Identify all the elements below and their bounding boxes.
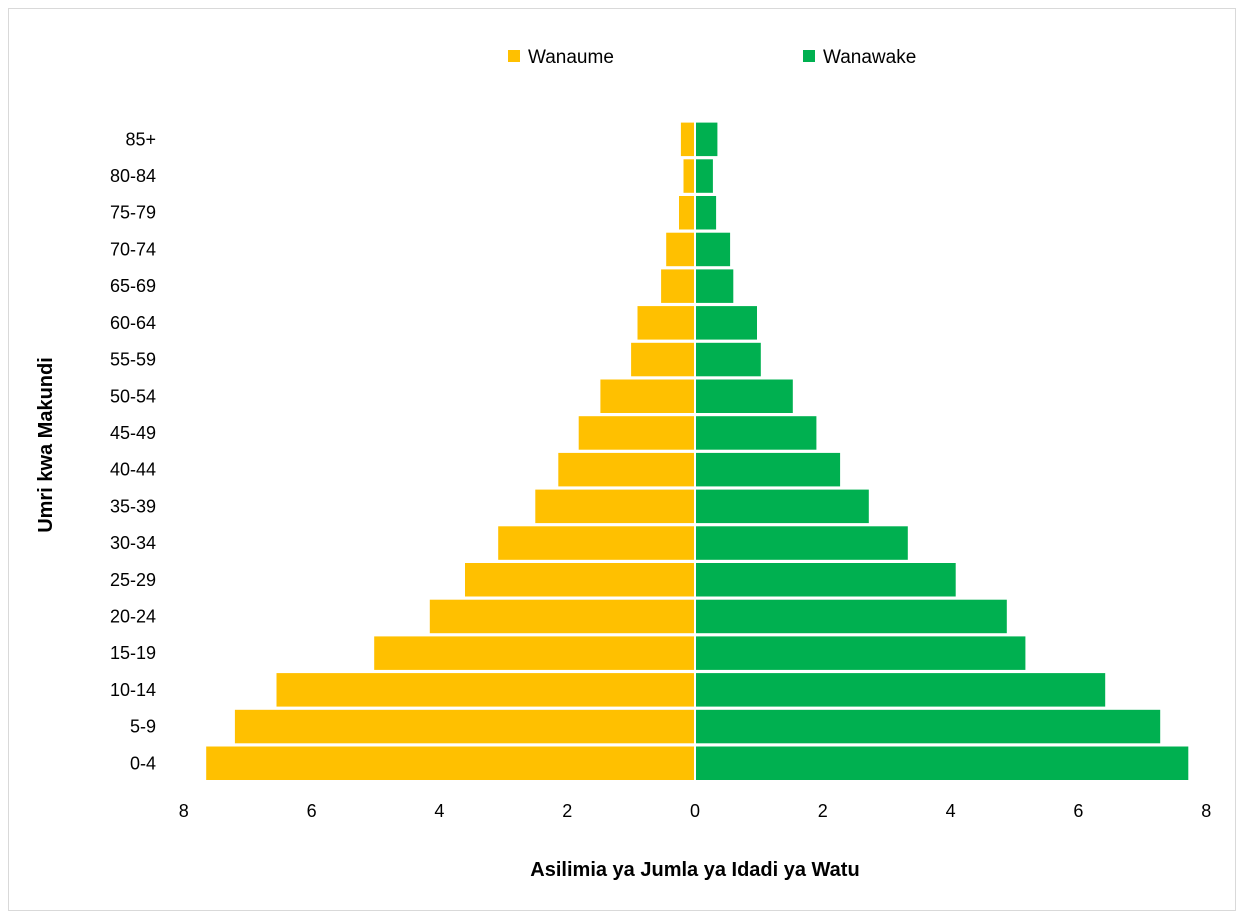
x-tick-label: 2 xyxy=(818,801,828,821)
bar-wanawake-70-74 xyxy=(695,232,731,267)
bar-wanawake-10-14 xyxy=(695,673,1106,707)
bar-wanawake-35-39 xyxy=(695,489,869,524)
bar-wanaume-45-49 xyxy=(578,416,695,450)
x-tick-label: 8 xyxy=(1201,801,1211,821)
bar-wanaume-0-4 xyxy=(206,746,695,780)
bar-wanaume-15-19 xyxy=(374,636,695,670)
bar-wanaume-20-24 xyxy=(429,599,695,634)
y-tick-label: 55-59 xyxy=(110,350,156,370)
bar-wanawake-50-54 xyxy=(695,379,793,413)
bar-wanaume-50-54 xyxy=(600,379,695,413)
bar-wanaume-55-59 xyxy=(631,342,695,377)
x-tick-label: 4 xyxy=(946,801,956,821)
bar-wanawake-40-44 xyxy=(695,452,841,487)
bar-wanawake-60-64 xyxy=(695,306,757,340)
y-tick-label: 25-29 xyxy=(110,570,156,590)
bar-wanawake-30-34 xyxy=(695,526,908,560)
bar-wanaume-80-84 xyxy=(683,159,695,193)
x-tick-label: 8 xyxy=(179,801,189,821)
bar-wanawake-25-29 xyxy=(695,563,956,597)
bar-wanaume-85+ xyxy=(680,122,695,157)
legend-label-wanaume: Wanaume xyxy=(528,47,614,68)
y-tick-label: 10-14 xyxy=(110,680,156,700)
legend-swatch-wanaume xyxy=(508,50,520,62)
x-tick-label: 0 xyxy=(690,801,700,821)
legend-swatch-wanawake xyxy=(803,50,815,62)
bar-wanawake-0-4 xyxy=(695,746,1189,780)
bar-wanaume-65-69 xyxy=(661,269,695,303)
bar-wanawake-65-69 xyxy=(695,269,734,303)
bar-wanaume-60-64 xyxy=(637,306,695,340)
bar-wanawake-55-59 xyxy=(695,342,761,377)
x-tick-label: 2 xyxy=(562,801,572,821)
bar-wanaume-70-74 xyxy=(666,232,695,267)
bars-group xyxy=(206,119,1189,780)
y-tick-labels: 0-4 5-9 10-14 15-19 20-24 25-29 30-34 35-39 40-4… xyxy=(110,129,156,773)
y-tick-label: 40-44 xyxy=(110,460,156,480)
bar-wanawake-20-24 xyxy=(695,599,1007,634)
x-tick-label: 6 xyxy=(307,801,317,821)
y-tick-label: 5-9 xyxy=(130,717,156,737)
x-tick-labels: 8 6 4 2 0 2 4 6 8 xyxy=(179,801,1211,821)
y-tick-label: 15-19 xyxy=(110,643,156,663)
bar-wanaume-40-44 xyxy=(558,452,695,487)
legend: Wanaume Wanawake xyxy=(508,47,916,68)
y-tick-label: 50-54 xyxy=(110,386,156,406)
y-tick-label: 85+ xyxy=(125,129,156,149)
bar-wanaume-75-79 xyxy=(679,196,695,230)
x-tick-label: 4 xyxy=(434,801,444,821)
bar-wanawake-15-19 xyxy=(695,636,1026,670)
bar-wanaume-5-9 xyxy=(234,709,695,744)
y-tick-label: 0-4 xyxy=(130,753,156,773)
bar-wanawake-80-84 xyxy=(695,159,713,193)
y-tick-label: 45-49 xyxy=(110,423,156,443)
y-tick-label: 20-24 xyxy=(110,607,156,627)
bar-wanaume-10-14 xyxy=(276,673,695,707)
y-tick-label: 30-34 xyxy=(110,533,156,553)
bar-wanawake-85+ xyxy=(695,122,718,157)
y-tick-label: 80-84 xyxy=(110,166,156,186)
bar-wanaume-35-39 xyxy=(535,489,696,524)
y-tick-label: 70-74 xyxy=(110,239,156,259)
bar-wanaume-30-34 xyxy=(498,526,695,560)
x-axis-title: Asilimia ya Jumla ya Idadi ya Watu xyxy=(530,859,859,881)
bar-wanaume-25-29 xyxy=(465,563,695,597)
legend-label-wanawake: Wanawake xyxy=(823,47,916,68)
y-tick-label: 60-64 xyxy=(110,313,156,333)
x-tick-label: 6 xyxy=(1073,801,1083,821)
bar-wanawake-45-49 xyxy=(695,416,817,450)
y-tick-label: 75-79 xyxy=(110,203,156,223)
y-tick-label: 65-69 xyxy=(110,276,156,296)
bar-wanawake-5-9 xyxy=(695,709,1161,744)
y-axis-title: Umri kwa Makundi xyxy=(35,357,57,533)
y-tick-label: 35-39 xyxy=(110,496,156,516)
bar-wanawake-75-79 xyxy=(695,196,717,230)
